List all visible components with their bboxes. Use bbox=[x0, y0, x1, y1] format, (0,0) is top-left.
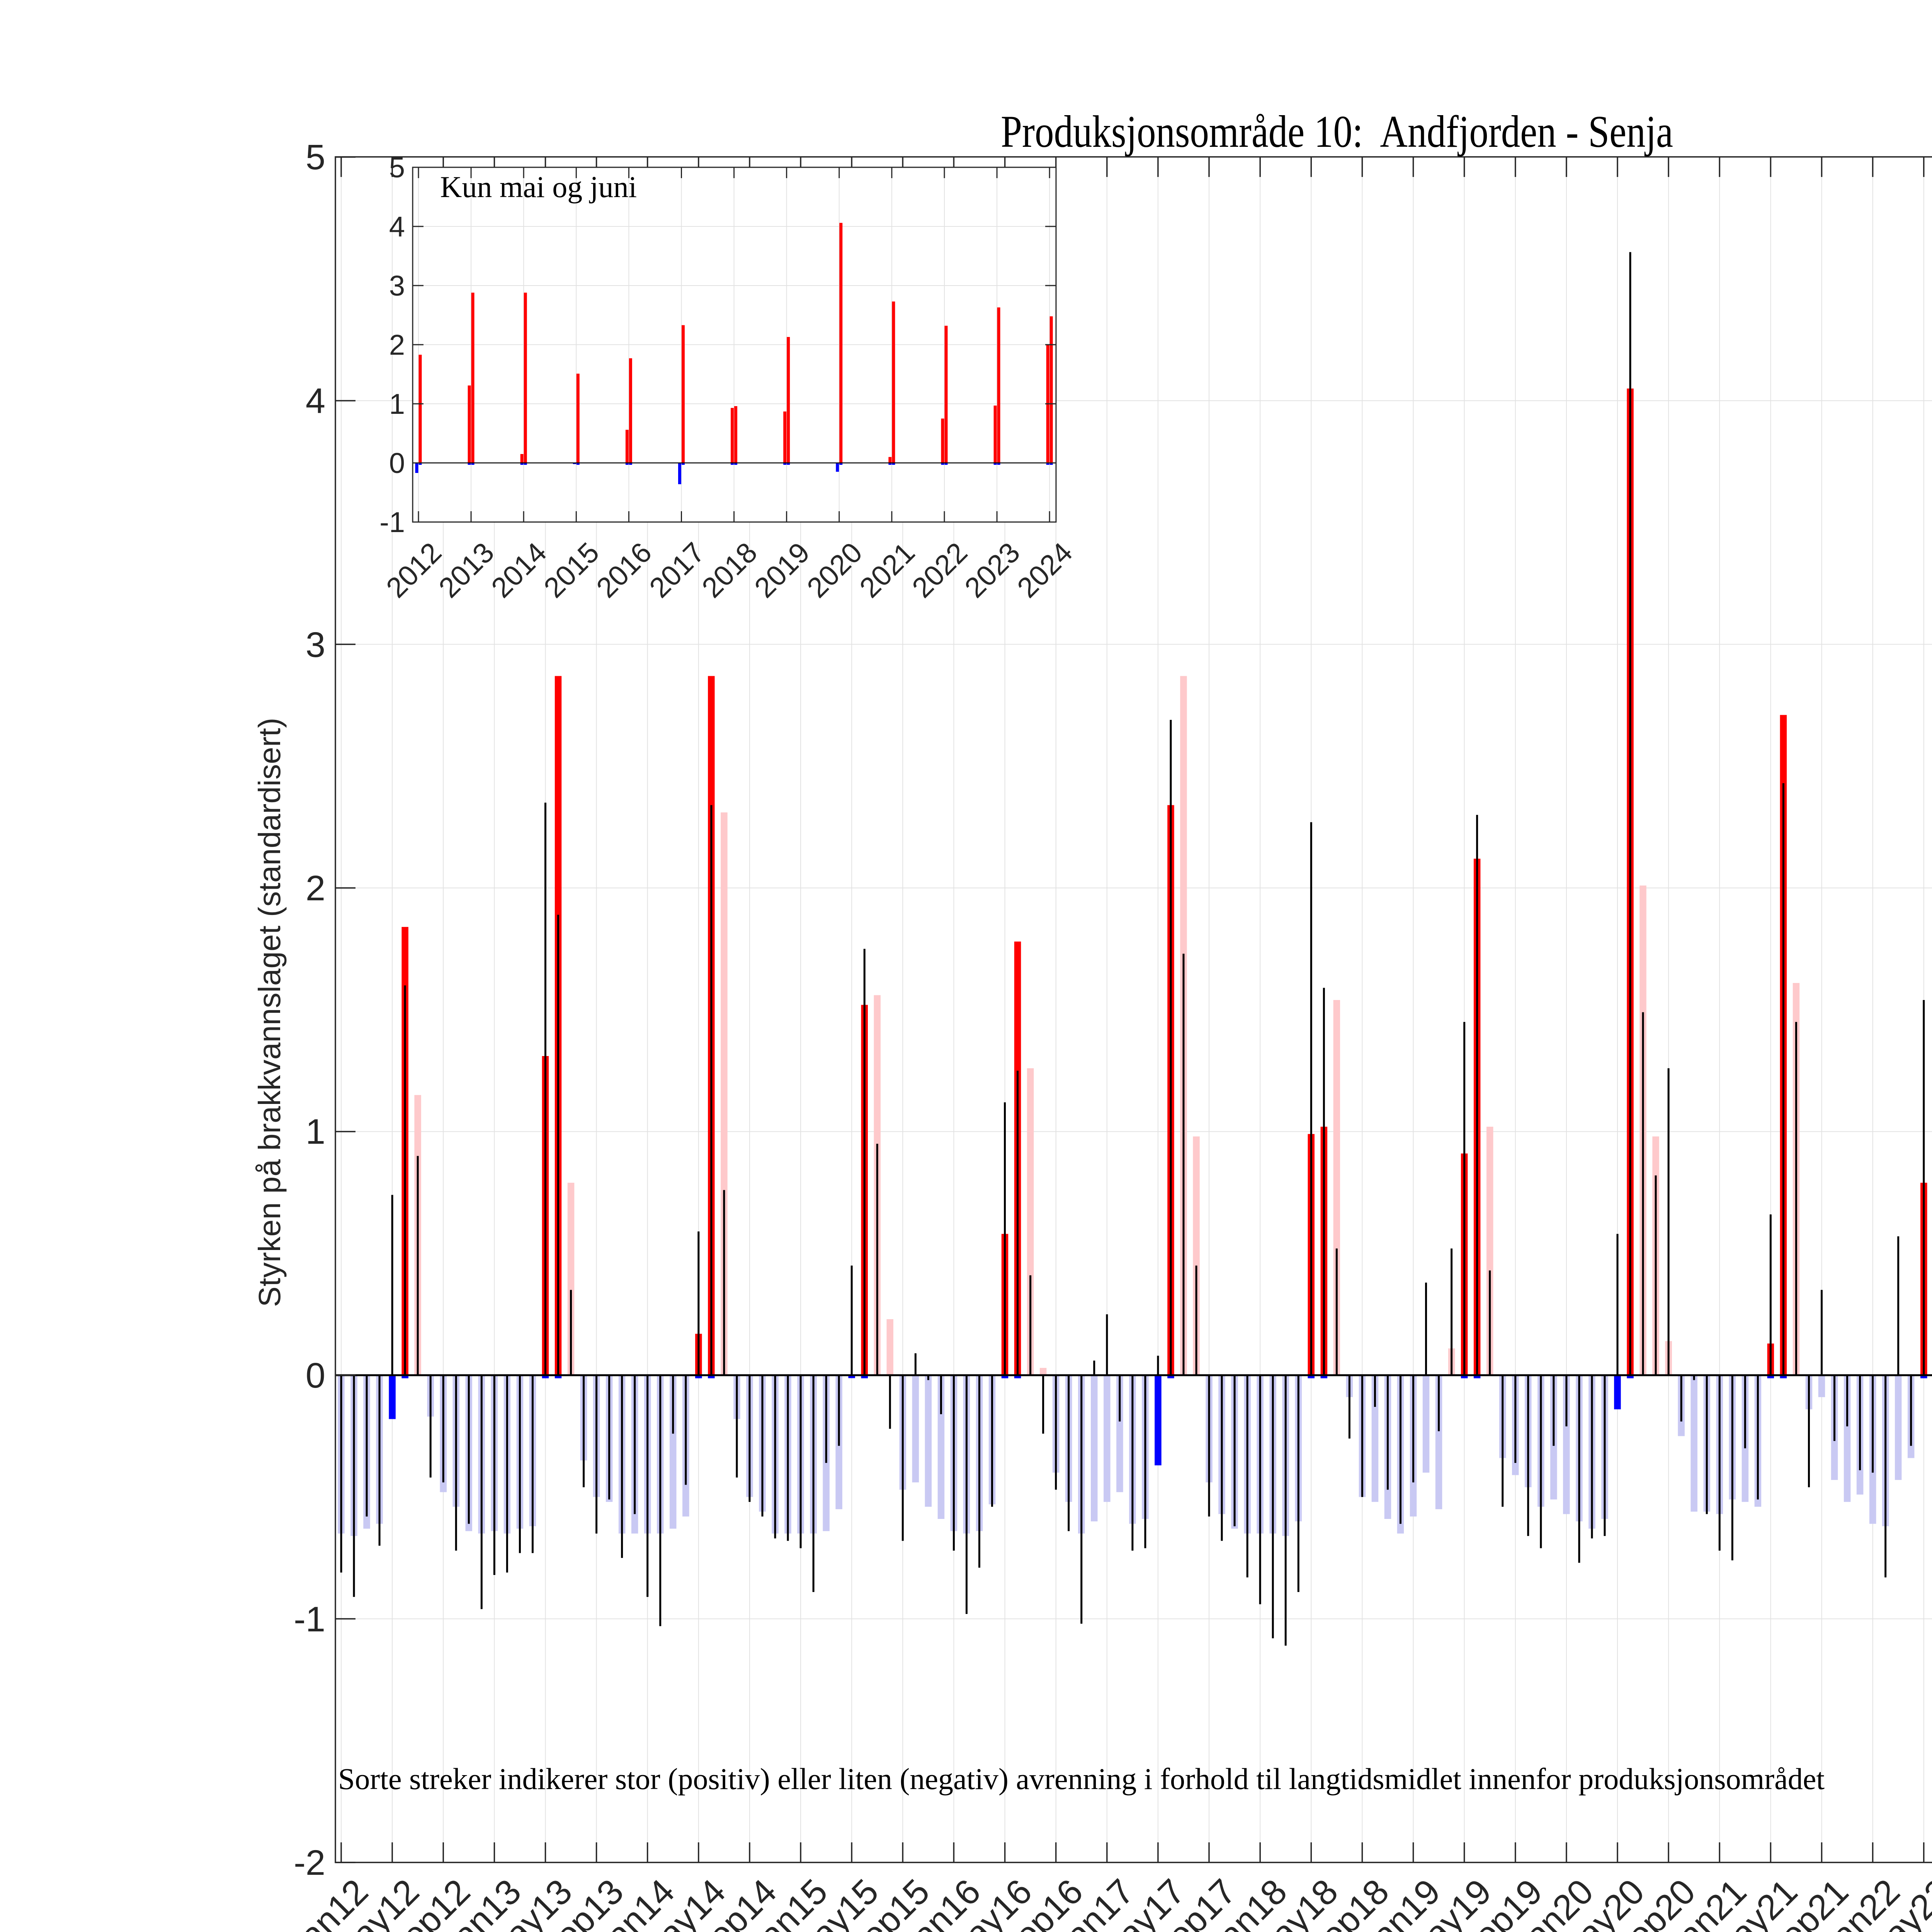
svg-text:1: 1 bbox=[306, 1112, 325, 1151]
svg-text:-2: -2 bbox=[294, 1843, 325, 1883]
svg-text:3: 3 bbox=[306, 625, 325, 665]
svg-text:-1: -1 bbox=[294, 1600, 325, 1639]
svg-text:0: 0 bbox=[306, 1356, 325, 1395]
svg-text:4: 4 bbox=[389, 211, 405, 243]
svg-text:Produksjonsområde 10: Andfjor: Produksjonsområde 10: Andfjorden - Senja bbox=[1001, 106, 1673, 157]
svg-text:4: 4 bbox=[306, 381, 325, 421]
svg-text:5: 5 bbox=[306, 138, 325, 177]
svg-text:Sorte streker indikerer stor (: Sorte streker indikerer stor (positiv) e… bbox=[338, 1762, 1825, 1796]
svg-text:2: 2 bbox=[389, 329, 405, 361]
svg-text:3: 3 bbox=[389, 270, 405, 302]
svg-text:Kun mai og juni: Kun mai og juni bbox=[440, 170, 637, 204]
svg-text:Styrken på brakkvannslaget (st: Styrken på brakkvannslaget (standardiser… bbox=[252, 718, 287, 1307]
svg-text:5: 5 bbox=[389, 151, 405, 184]
svg-text:2: 2 bbox=[306, 869, 325, 908]
svg-text:0: 0 bbox=[389, 447, 405, 479]
svg-text:1: 1 bbox=[389, 388, 405, 420]
svg-text:-1: -1 bbox=[379, 506, 405, 538]
